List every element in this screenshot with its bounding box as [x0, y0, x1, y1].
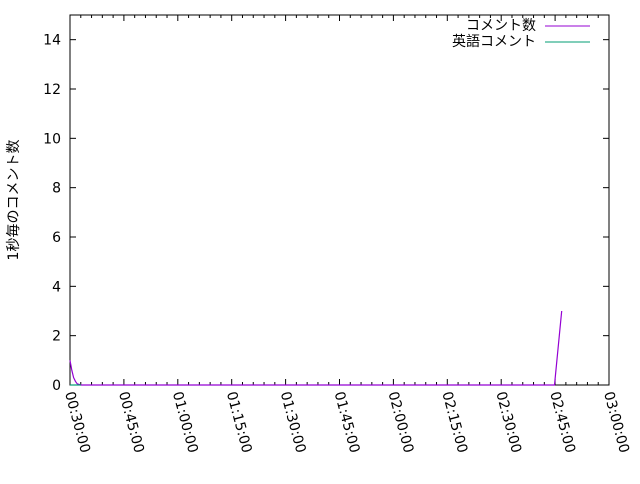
axes: 0 2 4 6 8 10 12 14 00:30:00 00:45:00 01:00:00 01:15…: [43, 14, 632, 455]
x-tick-label: 02:30:00: [492, 390, 524, 455]
x-tick-label: 00:30:00: [61, 390, 93, 455]
series-layer: [69, 310, 563, 386]
legend-label-0: コメント数: [466, 18, 536, 34]
y-tick-label: 4: [52, 279, 61, 295]
y-tick-label: 12: [43, 82, 61, 98]
x-tick-label: 03:00:00: [600, 390, 632, 455]
y-axis-label: 1秒毎のコメント数: [6, 140, 22, 261]
plot-border: [69, 14, 610, 386]
y-tick-label: 6: [52, 230, 61, 246]
x-tick-label: 01:00:00: [169, 390, 201, 455]
y-tick-label: 0: [52, 378, 61, 394]
y-tick-label: 14: [43, 33, 61, 49]
series-line-0: [69, 310, 563, 386]
x-tick-label: 01:30:00: [277, 390, 309, 455]
x-tick-label: 02:15:00: [438, 390, 470, 455]
x-tick-label: 01:45:00: [331, 390, 363, 455]
x-tick-label: 01:15:00: [223, 390, 255, 455]
legend: コメント数 英語コメント: [452, 18, 590, 50]
y-tick-label: 10: [43, 131, 61, 147]
x-tick-label: 02:00:00: [385, 390, 417, 455]
x-tick-label: 00:45:00: [115, 390, 147, 455]
y-tick-label: 2: [52, 329, 61, 345]
legend-label-1: 英語コメント: [452, 33, 536, 50]
x-tick-label: 02:45:00: [546, 390, 578, 455]
y-tick-label: 8: [52, 181, 61, 197]
